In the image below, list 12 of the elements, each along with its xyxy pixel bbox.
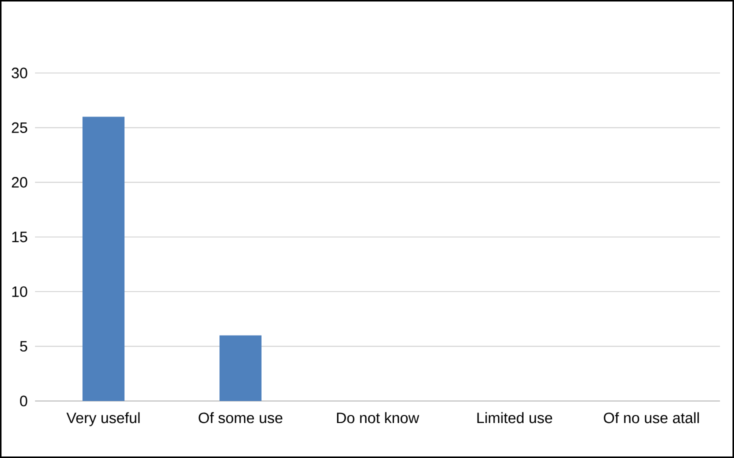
x-tick-label: Very useful [66,412,140,426]
x-tick-label: Do not know [337,412,420,424]
x-tick-label: Of no use atall [604,412,699,424]
y-tick-label: 0 [20,396,28,406]
x-tick-label: Limited use [477,412,552,424]
x-tick-label: Of some use [198,412,282,424]
y-tick-label: 15 [12,232,28,242]
y-tick-label: 25 [12,122,28,133]
y-tick-label: 30 [12,68,28,78]
y-tick-label: 10 [12,286,28,297]
y-tick-label: 20 [12,177,28,188]
y-tick-label: 5 [20,341,28,352]
